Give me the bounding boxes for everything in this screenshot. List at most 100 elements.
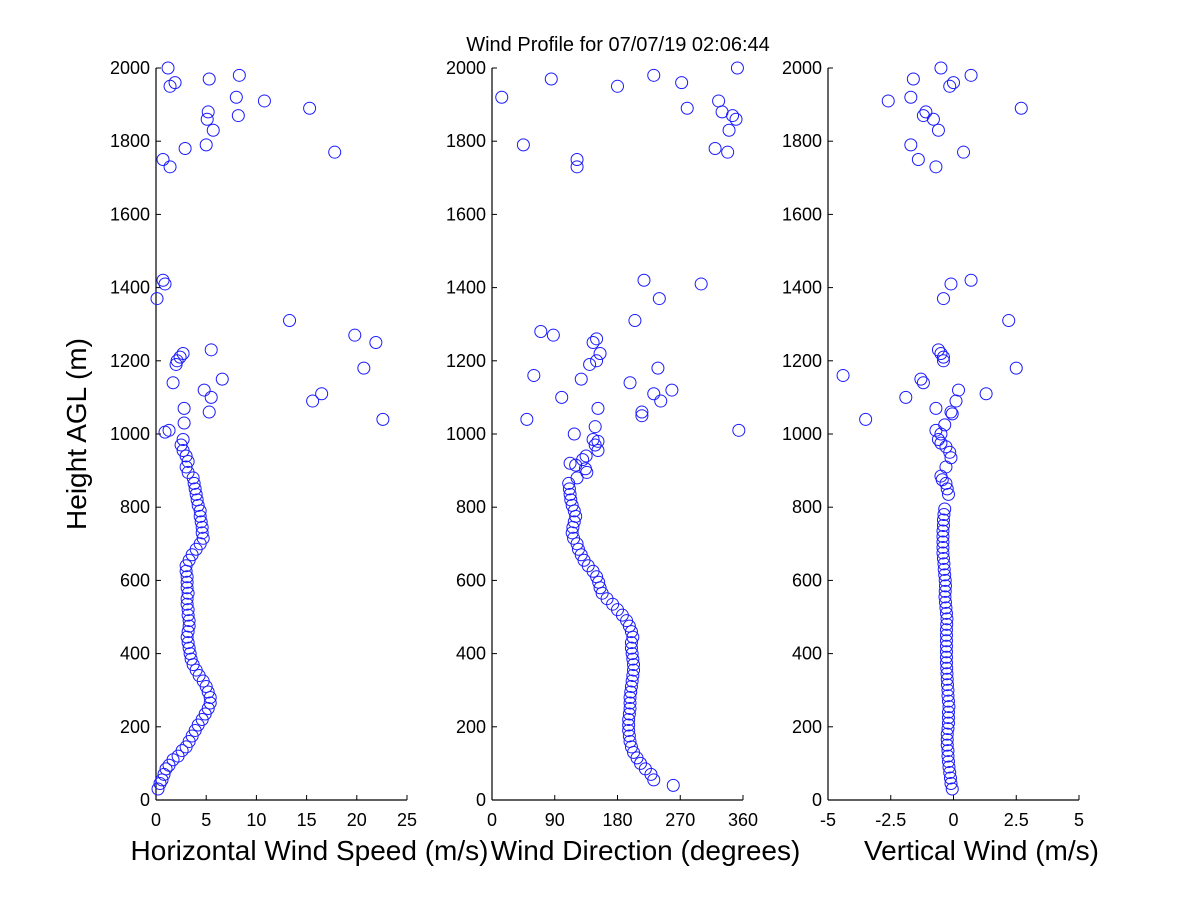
data-point bbox=[940, 661, 954, 675]
data-point bbox=[938, 502, 952, 516]
data-point bbox=[625, 647, 639, 661]
data-point bbox=[904, 138, 918, 152]
data-point bbox=[193, 509, 207, 523]
data-point bbox=[158, 425, 172, 439]
data-point bbox=[939, 601, 953, 615]
data-point bbox=[181, 454, 195, 468]
data-point bbox=[191, 498, 205, 512]
data-point bbox=[590, 332, 604, 346]
data-point bbox=[944, 405, 958, 419]
data-point bbox=[586, 336, 600, 349]
data-point bbox=[588, 438, 602, 452]
data-point bbox=[534, 325, 548, 339]
y-tick-label: 400 bbox=[792, 644, 822, 664]
data-point bbox=[941, 694, 955, 708]
data-point bbox=[937, 562, 951, 576]
data-point bbox=[647, 68, 661, 82]
data-point bbox=[675, 76, 689, 90]
y-tick-label: 200 bbox=[456, 717, 486, 737]
data-point bbox=[942, 700, 956, 714]
data-point bbox=[666, 778, 680, 792]
data-point bbox=[936, 292, 950, 306]
data-point bbox=[939, 623, 953, 637]
data-point bbox=[939, 460, 953, 474]
data-point bbox=[938, 418, 952, 432]
data-point bbox=[635, 405, 649, 419]
data-point bbox=[936, 350, 950, 364]
data-point bbox=[931, 123, 945, 137]
data-point bbox=[957, 145, 971, 159]
x-tick-label: 25 bbox=[397, 810, 417, 830]
data-point bbox=[180, 581, 194, 595]
y-tick-label: 600 bbox=[456, 570, 486, 590]
data-point bbox=[622, 729, 636, 743]
y-tick-label: 1000 bbox=[782, 424, 822, 444]
data-point bbox=[555, 390, 569, 404]
data-point bbox=[229, 90, 243, 104]
data-point bbox=[708, 142, 722, 156]
data-point bbox=[938, 584, 952, 598]
data-point bbox=[941, 705, 955, 719]
data-point bbox=[180, 630, 194, 644]
data-point bbox=[919, 105, 933, 119]
data-point bbox=[590, 354, 604, 368]
x-tick-label: 0 bbox=[948, 810, 958, 830]
data-point bbox=[732, 423, 746, 437]
data-point bbox=[201, 685, 215, 699]
data-point bbox=[906, 72, 920, 86]
data-point bbox=[215, 372, 229, 386]
data-point bbox=[162, 758, 176, 772]
data-point bbox=[936, 540, 950, 554]
data-point bbox=[563, 487, 577, 501]
y-tick-label: 200 bbox=[792, 717, 822, 737]
data-point bbox=[563, 456, 577, 470]
data-point bbox=[184, 652, 198, 666]
data-point bbox=[623, 376, 637, 390]
x-axis-label-direction: Wind Direction (degrees) bbox=[491, 835, 801, 866]
data-point bbox=[940, 678, 954, 692]
x-tick-label: 0 bbox=[487, 810, 497, 830]
data-point bbox=[939, 606, 953, 620]
data-point bbox=[176, 443, 190, 457]
y-tick-label: 1200 bbox=[110, 351, 150, 371]
data-point bbox=[625, 674, 639, 688]
y-tick-label: 1400 bbox=[446, 278, 486, 298]
data-point bbox=[1002, 314, 1016, 328]
data-point bbox=[567, 427, 581, 441]
data-point bbox=[591, 401, 605, 415]
data-point bbox=[161, 61, 175, 75]
data-point bbox=[936, 546, 950, 560]
y-tick-label: 400 bbox=[120, 644, 150, 664]
x-tick-label: 0 bbox=[151, 810, 161, 830]
data-point bbox=[623, 696, 637, 710]
data-point bbox=[179, 460, 193, 474]
data-point bbox=[196, 531, 210, 545]
data-point bbox=[622, 707, 636, 721]
y-tick-label: 1400 bbox=[782, 278, 822, 298]
data-point bbox=[168, 76, 182, 90]
data-point bbox=[936, 529, 950, 543]
data-point bbox=[570, 160, 584, 174]
data-point bbox=[941, 716, 955, 730]
data-point bbox=[937, 508, 951, 522]
data-point bbox=[938, 573, 952, 587]
data-point bbox=[945, 782, 959, 796]
data-point bbox=[721, 145, 735, 159]
data-point bbox=[938, 590, 952, 604]
x-axis-label-speed: Horizontal Wind Speed (m/s) bbox=[131, 835, 489, 866]
data-point bbox=[941, 683, 955, 697]
data-point bbox=[940, 738, 954, 752]
data-point bbox=[177, 416, 191, 430]
data-point bbox=[1009, 361, 1023, 375]
data-point bbox=[622, 723, 636, 737]
data-point bbox=[944, 451, 958, 465]
y-tick-label: 1600 bbox=[110, 204, 150, 224]
data-point bbox=[593, 346, 607, 360]
data-point bbox=[527, 368, 541, 382]
data-point bbox=[303, 101, 317, 115]
data-point bbox=[200, 112, 214, 126]
data-point bbox=[182, 641, 196, 655]
data-point bbox=[495, 90, 509, 104]
data-point bbox=[180, 592, 194, 606]
data-point bbox=[939, 650, 953, 664]
